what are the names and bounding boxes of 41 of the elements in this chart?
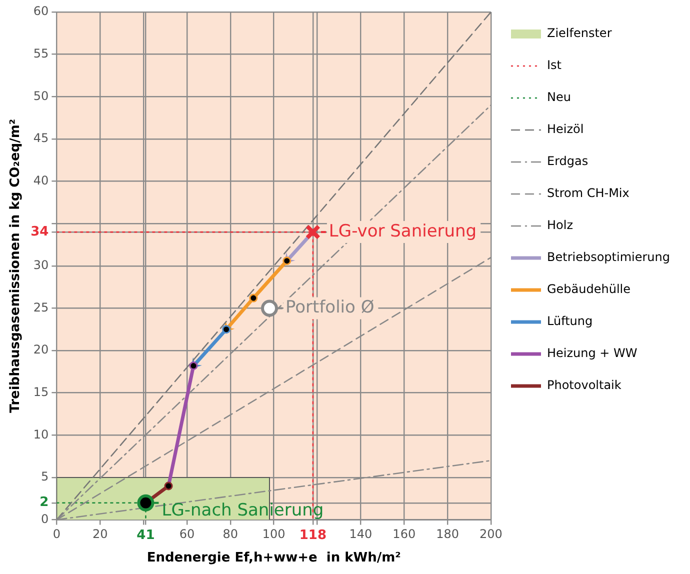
legend-label: Neu [546, 90, 571, 104]
y-tick-label: 20 [33, 342, 49, 357]
legend-label: Erdgas [546, 154, 588, 168]
x-tick-label: 180 [436, 527, 460, 542]
y-tick-label: 60 [33, 4, 49, 18]
x-tick-label: 118 [299, 528, 326, 543]
legend-label: Portfolio Ø [286, 298, 374, 318]
legend-label: Zielfenster [546, 26, 612, 40]
x-tick-label: 160 [392, 527, 416, 542]
x-tick-label: 41 [136, 528, 155, 543]
y-tick-label: 5 [41, 470, 49, 484]
legend-label: Lüftung [546, 314, 593, 328]
y-tick-label: 50 [33, 88, 49, 103]
legend-label: Holz [546, 218, 573, 232]
x-tick-label: 60 [179, 527, 195, 542]
x-tick-label: 0 [52, 527, 61, 542]
y-tick-label: 30 [33, 258, 49, 272]
y-tick-label: 10 [33, 427, 49, 442]
legend-label: Ist [546, 58, 562, 72]
y-tick-label: 25 [33, 300, 49, 314]
x-axis-title: Endenergie Ef,h+ww+e in kWh/m² [146, 550, 401, 566]
x-tick-label: 20 [92, 527, 108, 542]
x-tick-label: 80 [222, 527, 238, 542]
y-tick-label: 34 [30, 224, 49, 240]
x-tick-label: 200 [480, 527, 502, 542]
y-tick-label: 55 [33, 46, 49, 60]
y-tick-label: 45 [33, 131, 49, 146]
legend-label: Strom CH-Mix [546, 186, 630, 200]
legend-label: Gebäudehülle [546, 282, 631, 296]
y-axis-title: Treibhausgasemissionen in kg CO₂eq/m² [8, 118, 24, 413]
y-tick-label: 0 [41, 512, 49, 526]
legend-label: LG-vor Sanierung [328, 221, 477, 242]
y-tick-label: 15 [33, 384, 49, 399]
legend-label: Heizung + WW [546, 346, 638, 360]
legend-label: Heizöl [546, 122, 584, 136]
x-tick-label: 100 [262, 527, 286, 542]
legend-label: Photovoltaik [546, 378, 622, 392]
x-tick-label: 140 [349, 527, 372, 542]
y-tick-label: 40 [33, 173, 49, 188]
y-tick-label: 2 [40, 495, 49, 510]
legend-label: Betriebsoptimierung [546, 250, 670, 264]
